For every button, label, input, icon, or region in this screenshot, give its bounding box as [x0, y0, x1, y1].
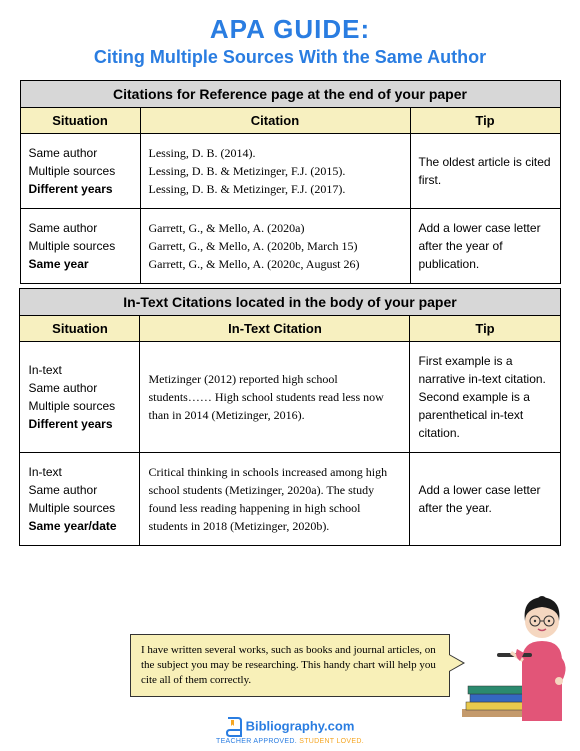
tip-cell: Add a lower case letter after the year.	[410, 453, 560, 546]
citation-table: In-Text Citations located in the body of…	[19, 288, 560, 546]
table-row: In-textSame authorMultiple sourcesDiffer…	[20, 342, 560, 453]
citation-cell: Lessing, D. B. (2014).Lessing, D. B. & M…	[140, 134, 410, 209]
citation-cell: Metizinger (2012) reported high school s…	[140, 342, 410, 453]
column-header: Situation	[20, 108, 140, 134]
situation-cell: In-textSame authorMultiple sourcesDiffer…	[20, 342, 140, 453]
section-header: In-Text Citations located in the body of…	[20, 289, 560, 316]
citation-table: Citations for Reference page at the end …	[20, 80, 561, 284]
column-header: Tip	[410, 316, 560, 342]
situation-cell: Same authorMultiple sourcesDifferent yea…	[20, 134, 140, 209]
situation-cell: In-textSame authorMultiple sourcesSame y…	[20, 453, 140, 546]
title-block: APA GUIDE: Citing Multiple Sources With …	[0, 0, 580, 76]
table-row: In-textSame authorMultiple sourcesSame y…	[20, 453, 560, 546]
column-header: In-Text Citation	[140, 316, 410, 342]
title-main: APA GUIDE:	[10, 14, 570, 45]
tables-container: Citations for Reference page at the end …	[0, 80, 580, 546]
citation-cell: Critical thinking in schools increased a…	[140, 453, 410, 546]
logo-text: Bibliography.com	[246, 718, 355, 733]
column-header: Situation	[20, 316, 140, 342]
tip-cell: First example is a narrative in-text cit…	[410, 342, 560, 453]
situation-cell: Same authorMultiple sourcesSame year	[20, 209, 140, 284]
tip-cell: The oldest article is cited first.	[410, 134, 560, 209]
logo-tagline: TEACHER APPROVED. STUDENT LOVED.	[0, 738, 580, 745]
logo-icon	[226, 717, 242, 737]
logo: Bibliography.com TEACHER APPROVED. STUDE…	[0, 717, 580, 745]
speech-bubble: I have written several works, such as bo…	[130, 634, 450, 697]
column-header: Citation	[140, 108, 410, 134]
section-header: Citations for Reference page at the end …	[20, 81, 560, 108]
title-sub: Citing Multiple Sources With the Same Au…	[10, 47, 570, 68]
citation-cell: Garrett, G., & Mello, A. (2020a)Garrett,…	[140, 209, 410, 284]
table-row: Same authorMultiple sourcesDifferent yea…	[20, 134, 560, 209]
table-row: Same authorMultiple sourcesSame yearGarr…	[20, 209, 560, 284]
tip-cell: Add a lower case letter after the year o…	[410, 209, 560, 284]
column-header: Tip	[410, 108, 560, 134]
teacher-illustration	[462, 571, 572, 721]
